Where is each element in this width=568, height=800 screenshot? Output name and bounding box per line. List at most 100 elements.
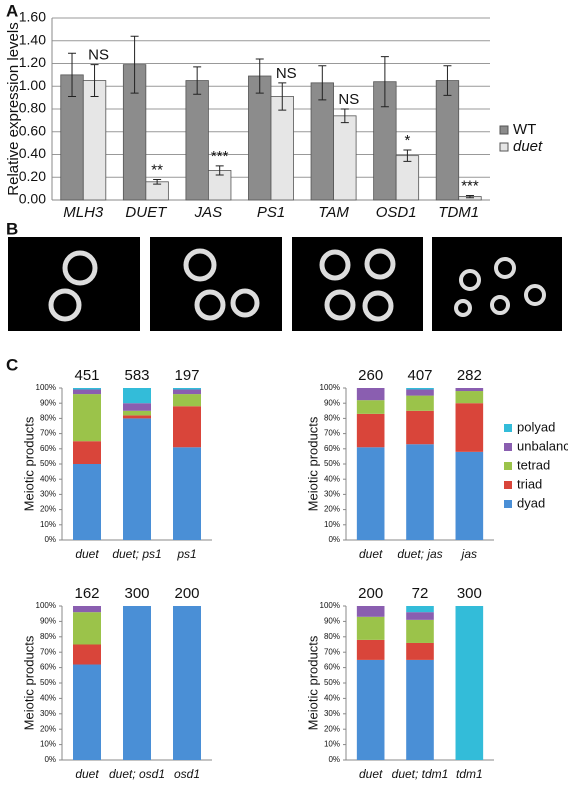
x-tick-label: duet bbox=[359, 547, 383, 561]
bar-segment bbox=[123, 418, 151, 540]
y-tick-label: 0% bbox=[44, 535, 56, 544]
cell bbox=[459, 269, 481, 291]
bar-segment bbox=[356, 388, 385, 401]
bar bbox=[310, 82, 334, 201]
bar-segment bbox=[356, 639, 385, 660]
bar-segment bbox=[356, 616, 385, 640]
bar-segment bbox=[73, 394, 101, 442]
x-tick-label: duet bbox=[359, 767, 383, 781]
x-tick-label: JAS bbox=[194, 204, 223, 221]
y-tick-label: 70% bbox=[40, 647, 56, 656]
cell bbox=[324, 289, 356, 321]
bar-segment bbox=[173, 406, 201, 448]
cell bbox=[454, 299, 472, 317]
y-tick-label: 50% bbox=[40, 678, 56, 687]
y-tick-label: 30% bbox=[40, 490, 56, 499]
bar-total: 300 bbox=[457, 585, 482, 602]
y-tick-label: 90% bbox=[40, 398, 56, 407]
legend-swatch bbox=[504, 424, 512, 432]
bar-total: 197 bbox=[174, 367, 199, 384]
y-tick-label: 0.40 bbox=[19, 145, 46, 161]
y-axis-label: Meiotic products bbox=[305, 635, 320, 730]
y-tick-label: 10% bbox=[324, 740, 340, 749]
error-bar bbox=[278, 82, 287, 111]
y-tick-label: 60% bbox=[40, 444, 56, 453]
cell bbox=[490, 295, 510, 315]
bar-segment bbox=[73, 612, 101, 645]
y-tick-label: 90% bbox=[324, 398, 340, 407]
x-tick-label: duet; tdm1 bbox=[392, 767, 449, 781]
bar-segment bbox=[73, 606, 101, 613]
legend-label: WT bbox=[513, 121, 536, 138]
y-tick-label: 1.40 bbox=[19, 31, 46, 47]
x-tick-label: duet bbox=[75, 767, 99, 781]
annotation: *** bbox=[211, 148, 229, 165]
y-axis-label: Relative expression levels bbox=[5, 22, 22, 195]
y-tick-label: 80% bbox=[324, 632, 340, 641]
cell bbox=[319, 249, 351, 281]
bar-segment bbox=[455, 403, 484, 452]
legend-swatch bbox=[504, 481, 512, 489]
bar bbox=[395, 155, 420, 201]
cell bbox=[362, 290, 394, 322]
cell bbox=[194, 289, 226, 321]
bar-segment bbox=[455, 391, 484, 404]
y-axis-label: Meiotic products bbox=[21, 416, 36, 511]
x-tick-label: TAM bbox=[318, 204, 349, 221]
bar bbox=[185, 80, 209, 201]
error-bar bbox=[255, 58, 264, 94]
y-tick-label: 1.60 bbox=[19, 9, 46, 25]
bar-segment bbox=[173, 388, 201, 390]
y-tick-label: 70% bbox=[40, 429, 56, 438]
y-tick-label: 20% bbox=[40, 505, 56, 514]
legend-swatch bbox=[504, 443, 512, 451]
y-tick-label: 80% bbox=[324, 414, 340, 423]
bar-segment bbox=[406, 389, 434, 396]
bar-segment bbox=[356, 606, 385, 617]
y-tick-label: 40% bbox=[40, 474, 56, 483]
legend-swatch bbox=[499, 125, 509, 135]
x-tick-label: MLH3 bbox=[63, 204, 104, 221]
legend-label: duet bbox=[513, 138, 543, 155]
bar-segment bbox=[73, 644, 101, 665]
error-bar bbox=[193, 66, 202, 95]
bar-segment bbox=[406, 444, 434, 540]
y-tick-label: 50% bbox=[324, 678, 340, 687]
bar-segment bbox=[173, 447, 201, 540]
micrograph bbox=[432, 237, 562, 331]
bar-total: 72 bbox=[412, 585, 429, 602]
y-tick-label: 0.20 bbox=[19, 168, 46, 184]
x-tick-label: tdm1 bbox=[456, 767, 483, 781]
y-tick-label: 10% bbox=[324, 520, 340, 529]
bar bbox=[333, 115, 357, 201]
y-tick-label: 0% bbox=[44, 755, 56, 764]
legend-label: polyad bbox=[517, 419, 555, 434]
y-tick-label: 90% bbox=[40, 617, 56, 626]
y-tick-label: 100% bbox=[36, 601, 56, 610]
bar-segment bbox=[455, 606, 484, 760]
y-tick-label: 60% bbox=[324, 663, 340, 672]
error-bar bbox=[68, 52, 77, 97]
bar-total: 200 bbox=[358, 585, 383, 602]
x-tick-label: osd1 bbox=[174, 767, 200, 781]
bar-segment bbox=[406, 659, 434, 760]
y-tick-label: 50% bbox=[324, 459, 340, 468]
y-axis-label: Meiotic products bbox=[305, 416, 320, 511]
bar-segment bbox=[123, 403, 151, 411]
y-tick-label: 0% bbox=[328, 535, 340, 544]
y-tick-label: 10% bbox=[40, 520, 56, 529]
error-bar bbox=[153, 179, 162, 185]
bar-total: 162 bbox=[74, 585, 99, 602]
x-tick-label: TDM1 bbox=[438, 204, 479, 221]
y-tick-label: 40% bbox=[40, 694, 56, 703]
panel-label: A bbox=[6, 1, 18, 20]
error-bar bbox=[380, 56, 389, 108]
bar-total: 260 bbox=[358, 367, 383, 384]
bar-segment bbox=[73, 664, 101, 760]
bar-segment bbox=[356, 413, 385, 448]
bar-segment bbox=[406, 395, 434, 411]
bar-segment bbox=[73, 441, 101, 464]
x-tick-label: PS1 bbox=[257, 204, 285, 221]
y-tick-label: 60% bbox=[324, 444, 340, 453]
